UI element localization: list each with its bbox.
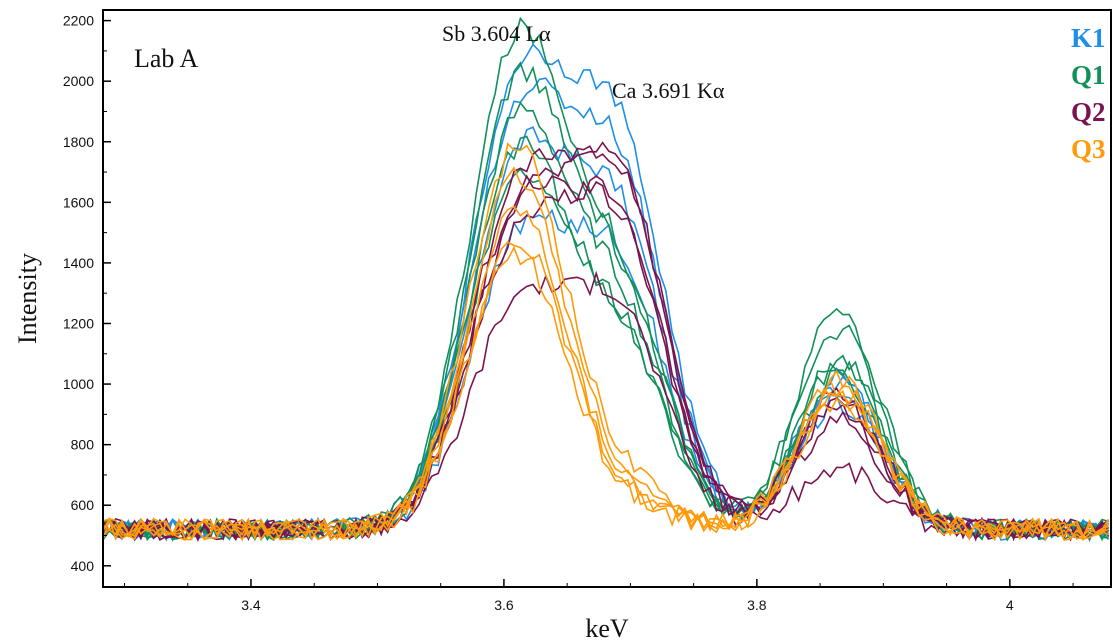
x-axis-title: keV [585,614,629,640]
y-tick-label: 1600 [63,194,94,210]
series-line-q3 [102,205,1109,541]
series-line-q3 [102,245,1110,542]
y-tick-label: 1200 [63,315,94,331]
legend-entry-k1: K1 [1071,23,1106,53]
series-line-q2 [102,174,1110,543]
series-line-q1 [102,16,1109,542]
x-tick-label: 3.6 [494,597,514,613]
series-line-q1 [102,61,1110,542]
legend-entry-q2: Q2 [1071,97,1106,127]
series-line-q3 [102,142,1109,542]
series-line-k1 [102,208,1110,543]
legend-entry-q3: Q3 [1071,134,1106,164]
series-line-q1 [102,167,1110,542]
series-line-q3 [102,240,1109,541]
ticks-layer: 3.4 3.6 3.8 4 400 600 800 1000 1200 1400 1600 1800 2… [63,13,1074,613]
y-tick-label: 600 [71,497,95,513]
series-line-q2 [102,141,1110,542]
annotation-ca-peak: Ca 3.691 Kα [612,78,725,103]
plot-frame [102,9,1112,588]
y-tick-label: 800 [71,437,95,453]
x-tick-label: 3.4 [241,597,261,613]
y-axis-title: Intensity [13,253,42,344]
y-tick-label: 400 [71,558,95,574]
legend: K1 Q1 Q2 Q3 [1071,23,1106,164]
y-tick-label: 2200 [63,13,94,29]
legend-entry-q1: Q1 [1071,60,1106,90]
annotation-sb-peak: Sb 3.604 Lα [442,21,551,46]
series-line-q2 [102,145,1109,542]
x-tick-label: 4 [1006,597,1014,613]
y-tick-label: 1800 [63,134,94,150]
panel-label: Lab A [134,44,198,73]
y-tick-label: 1400 [63,255,94,271]
series-line-q2 [102,175,1109,540]
series-line-q3 [102,166,1110,541]
series-layer [102,16,1110,543]
y-tick-label: 1000 [63,376,94,392]
y-tick-label: 2000 [63,73,94,89]
x-tick-label: 3.8 [747,597,767,613]
series-line-q2 [102,270,1109,542]
